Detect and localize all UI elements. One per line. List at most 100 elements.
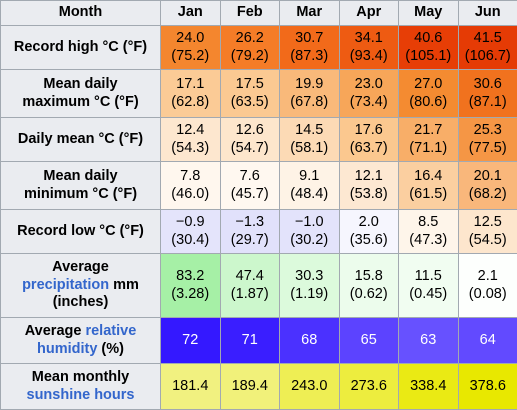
humidity-label: Average relative humidity (%) <box>0 317 161 364</box>
celsius-value: 41.5 <box>473 30 502 47</box>
humidity-row: Average relative humidity (%) 72 71 68 65 63… <box>0 317 517 364</box>
corner-header: Month <box>0 0 161 26</box>
fahrenheit-value: (30.2) <box>290 231 329 248</box>
cell-value: 243.0 <box>291 377 328 394</box>
celsius-value: 83.2 <box>176 268 205 285</box>
daily-mean-cell-mar: 14.5 (58.1) <box>279 117 340 162</box>
fahrenheit-value: (71.1) <box>409 139 448 156</box>
celsius-value: 21.7 <box>414 122 443 139</box>
fahrenheit-value: (68.2) <box>468 185 507 202</box>
record-high-label: Record high °C (°F) <box>0 25 161 70</box>
month-header-jun: Jun <box>457 0 517 26</box>
celsius-value: 30.7 <box>295 30 324 47</box>
sunshine-cell-apr: 273.6 <box>338 363 399 410</box>
daily-mean-cell-feb: 12.6 (54.7) <box>219 117 280 162</box>
relative-link[interactable]: relative <box>85 323 137 340</box>
fahrenheit-value: (87.3) <box>290 47 329 64</box>
fahrenheit-value: (87.1) <box>468 93 507 110</box>
record-high-cell-jan: 24.0 (75.2) <box>160 25 221 70</box>
celsius-value: 19.9 <box>295 76 324 93</box>
precipitation-link[interactable]: precipitation <box>22 276 110 293</box>
fahrenheit-value: (54.5) <box>468 231 507 248</box>
record-low-cell-may: 8.5 (47.3) <box>398 209 459 254</box>
celsius-value: 30.3 <box>295 268 324 285</box>
celsius-value: 24.0 <box>176 30 205 47</box>
precipitation-label-line1: Average <box>52 259 109 276</box>
fahrenheit-value: (106.7) <box>464 47 511 64</box>
fahrenheit-value: (3.28) <box>171 285 210 302</box>
cell-value: 72 <box>182 331 199 348</box>
celsius-value: 17.5 <box>235 76 264 93</box>
sunshine-row: Mean monthly sunshine hours 181.4 189.4 24… <box>0 363 517 410</box>
record-high-cell-apr: 34.1 (93.4) <box>338 25 399 70</box>
daily-mean-cell-jan: 12.4 (54.3) <box>160 117 221 162</box>
daily-mean-cell-may: 21.7 (71.1) <box>398 117 459 162</box>
celsius-value: 14.5 <box>295 122 324 139</box>
fahrenheit-value: (61.5) <box>409 185 448 202</box>
daily-mean-cell-jun: 25.3 (77.5) <box>457 117 517 162</box>
mean-min-cell-jun: 20.1 (68.2) <box>457 161 517 210</box>
mean-max-cell-apr: 23.0 (73.4) <box>338 69 399 118</box>
fahrenheit-value: (0.62) <box>349 285 388 302</box>
fahrenheit-value: (77.5) <box>468 139 507 156</box>
celsius-value: 30.6 <box>473 76 502 93</box>
mean-min-cell-may: 16.4 (61.5) <box>398 161 459 210</box>
cell-value: 71 <box>241 331 258 348</box>
fahrenheit-value: (67.8) <box>290 93 329 110</box>
fahrenheit-value: (46.0) <box>171 185 210 202</box>
cell-value: 181.4 <box>172 377 209 394</box>
celsius-value: −0.9 <box>175 214 205 231</box>
celsius-value: 2.0 <box>358 214 379 231</box>
fahrenheit-value: (93.4) <box>349 47 388 64</box>
sunshine-link[interactable]: sunshine hours <box>26 386 135 403</box>
precipitation-cell-jun: 2.1 (0.08) <box>457 253 517 318</box>
mean-min-cell-feb: 7.6 (45.7) <box>219 161 280 210</box>
cell-value: 64 <box>479 331 496 348</box>
celsius-value: 12.4 <box>176 122 205 139</box>
humidity-link[interactable]: humidity <box>36 340 98 357</box>
fahrenheit-value: (80.6) <box>409 93 448 110</box>
fahrenheit-value: (1.19) <box>290 285 329 302</box>
precipitation-cell-apr: 15.8 (0.62) <box>338 253 399 318</box>
record-low-cell-mar: −1.0 (30.2) <box>279 209 340 254</box>
sunshine-cell-feb: 189.4 <box>219 363 280 410</box>
celsius-value: 27.0 <box>414 76 443 93</box>
humidity-cell-feb: 71 <box>219 317 280 364</box>
fahrenheit-value: (75.2) <box>171 47 210 64</box>
fahrenheit-value: (79.2) <box>230 47 269 64</box>
sunshine-cell-mar: 243.0 <box>279 363 340 410</box>
precipitation-row: Average precipitation mm (inches) 83.2 (3… <box>0 253 517 318</box>
fahrenheit-value: (63.5) <box>230 93 269 110</box>
humidity-cell-mar: 68 <box>279 317 340 364</box>
record-high-cell-jun: 41.5 (106.7) <box>457 25 517 70</box>
humidity-cell-jun: 64 <box>457 317 517 364</box>
humidity-cell-may: 63 <box>398 317 459 364</box>
celsius-value: −1.3 <box>235 214 265 231</box>
mean-min-cell-jan: 7.8 (46.0) <box>160 161 221 210</box>
mean-max-label-line1: Mean daily <box>43 76 118 93</box>
sunshine-cell-jan: 181.4 <box>160 363 221 410</box>
celsius-value: 40.6 <box>414 30 443 47</box>
mean-max-label-line2: maximum °C (°F) <box>22 93 139 110</box>
record-high-cell-feb: 26.2 (79.2) <box>219 25 280 70</box>
celsius-value: 23.0 <box>354 76 383 93</box>
mean-max-cell-feb: 17.5 (63.5) <box>219 69 280 118</box>
cell-value: 189.4 <box>231 377 268 394</box>
mean-min-cell-mar: 9.1 (48.4) <box>279 161 340 210</box>
header-row: Month Jan Feb Mar Apr May Jun <box>0 0 517 26</box>
precipitation-unit: mm <box>109 276 139 293</box>
mean-max-cell-mar: 19.9 (67.8) <box>279 69 340 118</box>
record-low-label: Record low °C (°F) <box>0 209 161 254</box>
record-low-cell-feb: −1.3 (29.7) <box>219 209 280 254</box>
celsius-value: 11.5 <box>414 268 442 285</box>
celsius-value: 17.1 <box>176 76 205 93</box>
mean-min-label-line1: Mean daily <box>43 168 118 185</box>
celsius-value: 34.1 <box>354 30 383 47</box>
celsius-value: 17.6 <box>354 122 383 139</box>
fahrenheit-value: (54.7) <box>230 139 269 156</box>
mean-max-cell-jan: 17.1 (62.8) <box>160 69 221 118</box>
fahrenheit-value: (73.4) <box>349 93 388 110</box>
humidity-unit: (%) <box>97 340 124 357</box>
celsius-value: −1.0 <box>294 214 324 231</box>
precipitation-cell-may: 11.5 (0.45) <box>398 253 459 318</box>
